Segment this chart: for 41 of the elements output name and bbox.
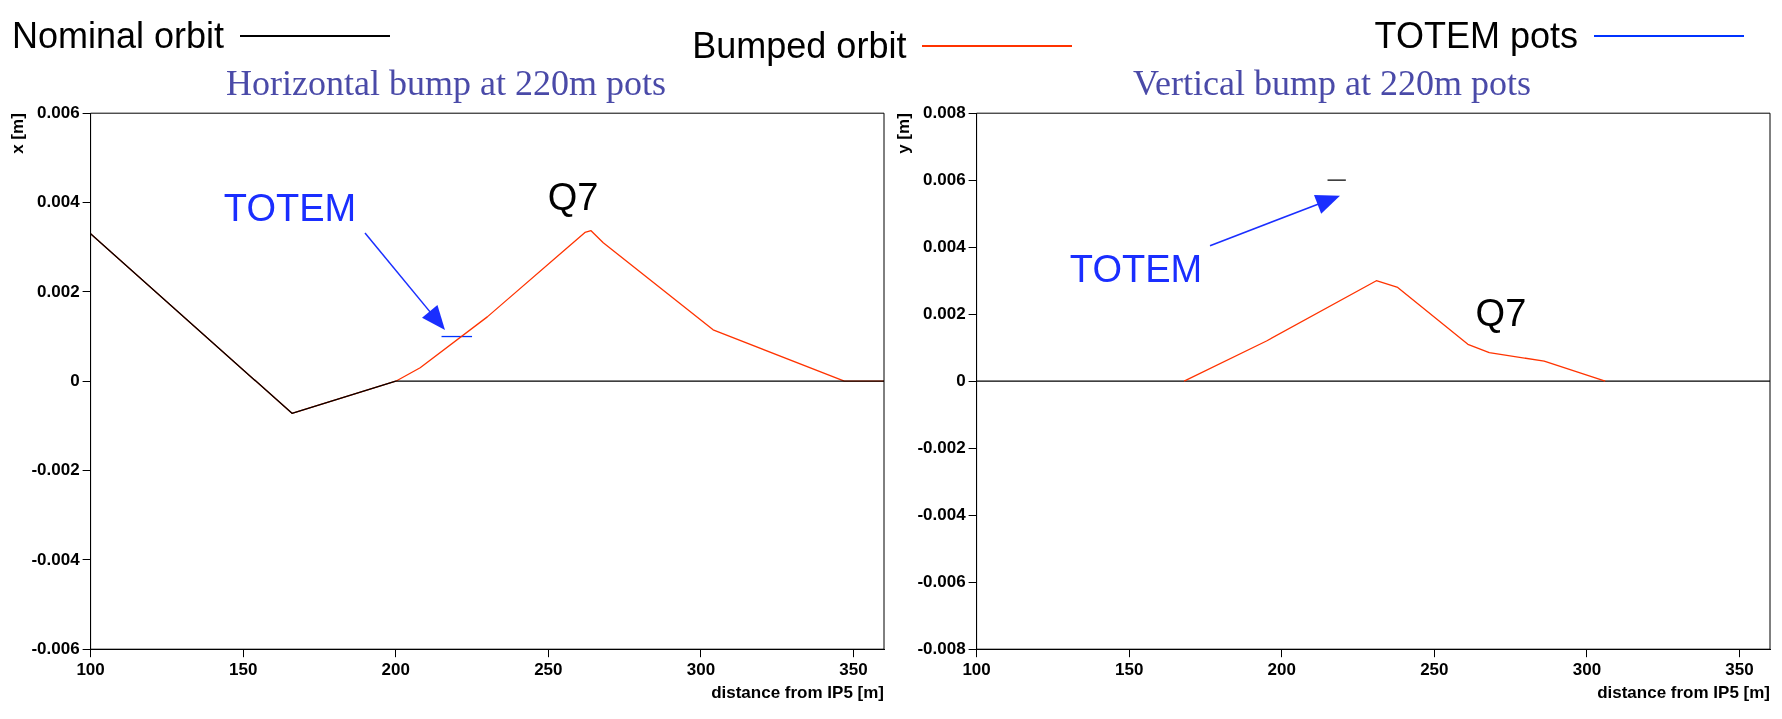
x-tick-label: 200 [1267,660,1296,680]
x-tick-label: 100 [962,660,991,680]
y-tick-label: -0.002 [31,460,80,480]
y-tick-label: -0.006 [31,638,80,658]
y-tick-label: 0 [956,370,966,390]
y-axis-title: y [m] [893,113,913,154]
x-tick-label: 350 [839,660,868,680]
x-tick-label: 300 [686,660,716,680]
x-axis-title: distance from IP5 [m] [1597,683,1770,703]
y-tick-label: 0.006 [923,169,966,189]
legend-label: Nominal orbit [12,15,225,57]
legend-label: TOTEM pots [1374,15,1578,57]
chart-title: Horizontal bump at 220m pots [226,63,666,104]
y-tick-label: -0.004 [31,549,81,569]
y-tick-label: 0.008 [923,102,966,122]
x-tick-label: 300 [1572,660,1602,680]
x-tick-label: 250 [534,660,563,680]
x-tick-label: 350 [1725,660,1754,680]
x-tick-label: 150 [1114,660,1144,680]
y-tick-label: 0.004 [37,192,81,212]
chart-title: Vertical bump at 220m pots [1133,63,1531,104]
x-tick-label: 200 [381,660,410,680]
y-tick-label: -0.002 [917,437,966,457]
legend-label: Bumped orbit [692,25,907,67]
y-tick-label: -0.006 [917,571,966,591]
annotation: Q7 [1475,292,1527,335]
x-tick-label: 150 [228,660,258,680]
y-tick-label: 0.002 [923,303,966,323]
y-tick-label: 0.006 [37,102,80,122]
y-tick-label: 0 [70,370,80,390]
x-axis-title: distance from IP5 [m] [711,683,884,703]
annotation: TOTEM [1069,248,1203,290]
x-tick-label: 250 [1420,660,1449,680]
y-axis-title: x [m] [7,113,27,154]
x-tick-label: 100 [76,660,105,680]
y-tick-label: -0.008 [917,638,966,658]
annotation: TOTEM [223,187,357,229]
y-tick-label: 0.002 [37,281,80,301]
annotation: Q7 [547,175,599,218]
y-tick-label: 0.004 [923,236,967,256]
y-tick-label: -0.004 [917,504,967,524]
